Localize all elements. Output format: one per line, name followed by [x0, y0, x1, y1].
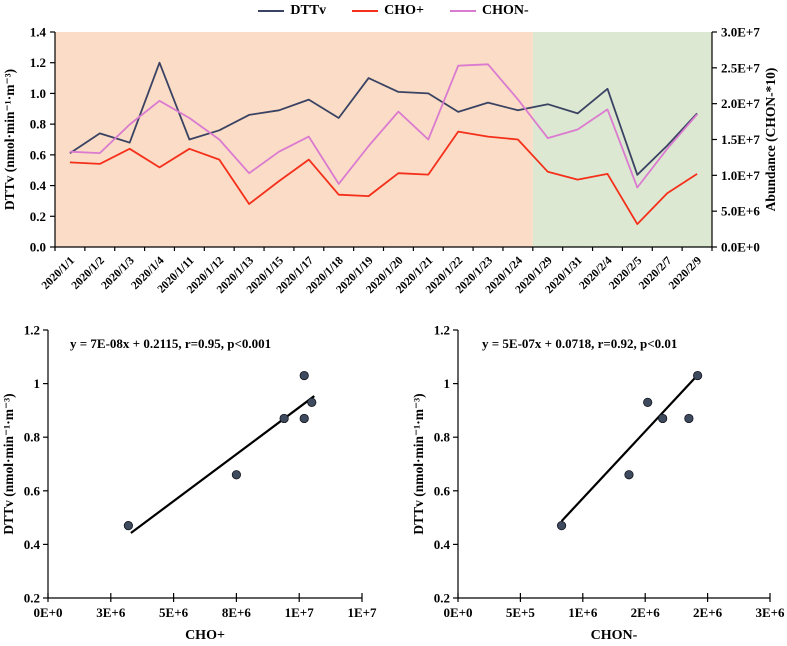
y-axis-tick-label: 0.2 [24, 591, 40, 606]
right-axis-title: Abundance (CHON-*10) [763, 68, 778, 212]
right-axis-tick-label: 1.0E+7 [721, 168, 760, 183]
right-axis-tick-label: 2.0E+7 [721, 96, 760, 111]
scatter-point [279, 413, 289, 424]
right-axis-tick-label: 1.5E+7 [721, 132, 760, 147]
legend-item-dttv: DTTv [258, 3, 326, 19]
x-axis-tick-label: 2E+6 [693, 605, 723, 620]
y-axis-tick-label: 1.2 [434, 323, 450, 338]
dttv-line-swatch-icon [258, 9, 285, 13]
x-axis-title: CHON- [591, 628, 638, 643]
regression-equation: y = 7E-08x + 0.2115, r=0.95, p<0.001 [70, 336, 271, 351]
left-axis-tick-label: 1.4 [30, 25, 47, 40]
x-axis-tick-label: 3E+6 [755, 605, 785, 620]
right-axis-tick-label: 3.0E+7 [721, 25, 760, 40]
chon-line-swatch-icon [450, 9, 476, 13]
left-axis-tick-label: 1.2 [30, 55, 46, 70]
left-axis-tick-label: 1.0 [30, 86, 46, 101]
scatter-point [299, 370, 309, 381]
legend-label-dttv: DTTv [290, 3, 327, 18]
y-axis-tick-label: 0.2 [434, 591, 450, 606]
x-axis-tick-label: 2E+6 [631, 605, 661, 620]
scatter-point [556, 521, 567, 531]
scatter-point [231, 470, 241, 480]
legend-item-cho: CHO+ [352, 3, 424, 19]
right-axis-tick-label: 2.5E+7 [721, 60, 760, 75]
cho-series-line [69, 130, 698, 226]
legend-label-cho: CHO+ [384, 3, 424, 18]
y-axis-tick-label: 1 [444, 376, 451, 391]
x-axis-tick-label: 1E+6 [568, 605, 598, 620]
legend: DTTv CHO+ CHON- [0, 2, 787, 20]
pre-period-region [55, 32, 533, 247]
scatter-point [658, 413, 668, 424]
left-axis-tick-label: 0.4 [30, 178, 47, 193]
left-axis-tick-label: 0.6 [30, 147, 47, 162]
left-axis-tick-label: 0.0 [30, 240, 46, 255]
x-axis-tick-label: 5E+6 [159, 605, 189, 620]
scatter-point [693, 370, 703, 381]
y-axis-tick-label: 0.8 [24, 430, 41, 445]
scatter-point [123, 521, 133, 531]
post-period-region [532, 32, 712, 247]
y-axis-tick-label: 0.6 [24, 483, 41, 498]
legend-item-chon: CHON- [450, 3, 529, 19]
trend-line [560, 372, 700, 522]
scatter-cho-chart: 0E+0 3E+6 5E+6 8E+6 1E+7 1E+7 0.2 0.4 0.6 0.8 1 1.2… [1, 323, 377, 644]
left-axis-tick-label: 0.2 [30, 209, 46, 224]
y-axis-tick-label: 0.4 [24, 537, 41, 552]
scatter-point [643, 397, 653, 407]
dttv-series-line [69, 61, 698, 176]
scatter-chon-chart: 0E+0 5E+5 1E+6 2E+6 2E+6 3E+6 0.2 0.4 0.6 0.8 1 1.2… [411, 323, 785, 644]
y-axis-title: DTTv (nmol·min⁻¹·m⁻³) [411, 393, 426, 534]
y-axis-tick-label: 0.4 [434, 537, 451, 552]
legend-label-chon: CHON- [482, 3, 529, 18]
right-axis-tick-label: 5.0E+6 [721, 204, 760, 219]
x-axis-title: CHO+ [185, 628, 225, 643]
y-axis-tick-label: 1.2 [24, 323, 40, 338]
cho-line-swatch-icon [352, 9, 379, 13]
y-axis-tick-label: 1 [34, 376, 41, 391]
x-axis-tick-label: 0E+0 [443, 605, 472, 620]
chon-series-line [69, 63, 698, 189]
scatter-point [684, 413, 694, 424]
scatter-point [299, 413, 309, 424]
x-axis-tick-label: 0E+0 [33, 605, 62, 620]
x-axis-tick-label: 3E+6 [96, 605, 126, 620]
regression-equation: y = 5E-07x + 0.0718, r=0.92, p<0.01 [482, 336, 677, 351]
left-axis-title: DTTv (nmol·min⁻¹·m⁻³) [2, 69, 17, 210]
x-axis-tick-label: 1E+7 [347, 605, 377, 620]
y-axis-title: DTTv (nmol·min⁻¹·m⁻³) [1, 393, 16, 534]
right-axis-tick-label: 0.0E+0 [721, 240, 760, 255]
x-axis-tick-label: 8E+6 [222, 605, 252, 620]
x-axis-tick-label: 5E+5 [506, 605, 536, 620]
y-axis-tick-label: 0.6 [434, 483, 451, 498]
scatter-point [624, 470, 634, 480]
left-axis-tick-label: 0.8 [30, 117, 47, 132]
y-axis-tick-label: 0.8 [434, 430, 451, 445]
x-axis-tick-label: 1E+7 [285, 605, 315, 620]
scatter-point [307, 397, 317, 407]
timeseries-chart: 0.0 0.2 0.4 0.6 0.8 1.0 1.2 1.4 0.0E+0 5.0E+6 1.0E… [2, 25, 778, 297]
date-tick-label: 2020/2/9 [667, 254, 705, 292]
